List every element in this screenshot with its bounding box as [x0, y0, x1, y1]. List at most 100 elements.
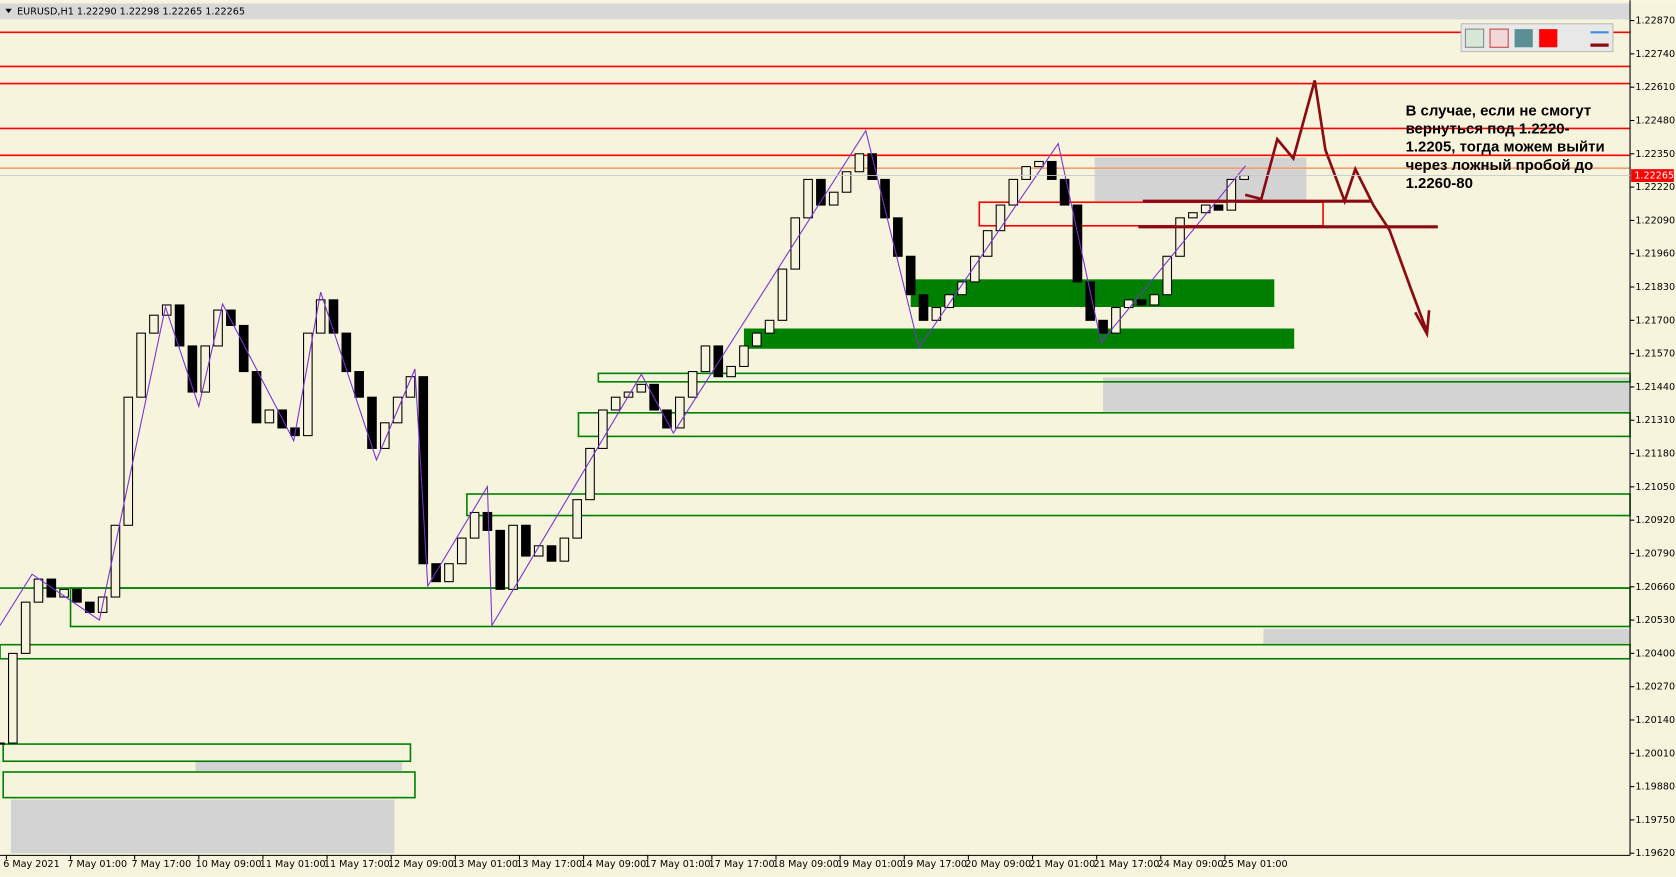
header-menu-icon[interactable] — [5, 8, 12, 14]
candle — [1034, 160, 1044, 168]
candle — [982, 230, 993, 257]
candle — [841, 171, 852, 193]
tool-button[interactable] — [1464, 28, 1485, 48]
candle — [405, 376, 416, 398]
zone — [1103, 377, 1631, 412]
candle — [1111, 306, 1121, 334]
annotation: В случае, если не смогут вернуться под 1… — [1406, 102, 1605, 192]
y-tick-label: 1.20660 — [1635, 582, 1675, 593]
candle — [1021, 166, 1031, 180]
candle — [713, 345, 724, 378]
candle — [1188, 212, 1198, 219]
x-tick-label: 19 May 01:00 — [837, 859, 903, 870]
x-tick-label: 7 May 01:00 — [67, 859, 127, 870]
tool-button[interactable] — [1539, 29, 1558, 48]
candle — [1085, 281, 1096, 321]
y-tick-label: 1.22610 — [1635, 82, 1675, 93]
candle — [315, 299, 326, 334]
candle — [1008, 178, 1019, 206]
candle — [572, 499, 583, 539]
candle — [854, 153, 865, 173]
candle — [893, 217, 903, 257]
candle — [674, 396, 685, 429]
zone — [195, 761, 403, 771]
y-tick-label: 1.19880 — [1635, 782, 1675, 793]
x-tick-label: 19 May 17:00 — [901, 859, 967, 870]
current-price-label: 1.22265 — [1634, 171, 1674, 182]
candle — [585, 447, 595, 501]
candle — [251, 371, 262, 424]
candle — [1059, 178, 1070, 206]
y-tick-label: 1.20140 — [1635, 715, 1675, 726]
x-tick-label: 12 May 09:00 — [388, 859, 454, 870]
zone — [2, 771, 416, 799]
tool-button[interactable] — [1489, 28, 1509, 48]
candle — [546, 545, 557, 562]
y-tick-label: 1.20400 — [1635, 648, 1675, 659]
toolbar — [1460, 23, 1614, 53]
candle — [174, 304, 185, 347]
candle — [226, 309, 236, 326]
x-tick-label: 17 May 17:00 — [709, 859, 775, 870]
tool-button[interactable] — [1514, 29, 1533, 48]
candle — [469, 511, 480, 539]
annotation-line: 1.2260-80 — [1406, 175, 1473, 192]
candle — [867, 153, 878, 180]
x-tick-label: 14 May 09:00 — [580, 859, 646, 870]
candle — [238, 324, 249, 373]
candle — [1098, 319, 1108, 334]
candle — [8, 652, 18, 744]
y-tick-label: 1.21570 — [1635, 349, 1675, 360]
candle — [1175, 217, 1185, 257]
y-tick-label: 1.20530 — [1635, 615, 1675, 626]
y-tick-label: 1.20920 — [1635, 515, 1675, 526]
y-tick-label: 1.21700 — [1635, 315, 1675, 326]
candle — [995, 204, 1006, 232]
candle — [46, 578, 57, 598]
candle — [777, 268, 788, 321]
candle — [739, 345, 749, 367]
candle — [1162, 255, 1173, 296]
x-tick-label: 21 May 01:00 — [1029, 859, 1095, 870]
candle — [905, 255, 916, 296]
candle — [72, 588, 82, 603]
candle — [110, 524, 121, 598]
candle — [700, 345, 711, 373]
y-tick-label: 1.22090 — [1635, 215, 1675, 226]
candle — [623, 391, 634, 398]
y-tick-label: 1.21960 — [1635, 249, 1675, 260]
candle — [328, 299, 339, 334]
candle — [1046, 160, 1057, 180]
x-tick-label: 10 May 09:00 — [196, 859, 262, 870]
y-tick-label: 1.22870 — [1635, 16, 1675, 27]
x-tick-label: 25 May 01:00 — [1222, 859, 1288, 870]
candle — [354, 371, 364, 398]
candle — [931, 306, 942, 321]
y-tick-label: 1.21440 — [1635, 382, 1675, 393]
x-tick-label: 11 May 17:00 — [324, 859, 390, 870]
y-tick-label: 1.21310 — [1635, 415, 1675, 426]
candle — [610, 396, 621, 411]
candle — [149, 314, 159, 334]
candle — [33, 578, 44, 603]
x-tick-label: 6 May 2021 — [3, 859, 60, 870]
candle — [828, 191, 839, 206]
candle — [213, 309, 223, 347]
candle — [187, 345, 198, 393]
y-tick-label: 1.20010 — [1635, 748, 1675, 759]
candle — [662, 409, 672, 429]
candle — [0, 742, 5, 745]
candle — [918, 294, 929, 321]
candle — [944, 294, 954, 309]
candle — [764, 319, 775, 334]
x-tick-label: 24 May 09:00 — [1158, 859, 1224, 870]
candle — [880, 178, 890, 219]
zigzag-line — [0, 129, 1246, 628]
x-tick-label: 18 May 09:00 — [773, 859, 839, 870]
candle — [495, 529, 506, 590]
zone — [1263, 628, 1631, 644]
y-tick-label: 1.21180 — [1635, 449, 1675, 460]
y-tick-label: 1.22480 — [1635, 115, 1675, 126]
